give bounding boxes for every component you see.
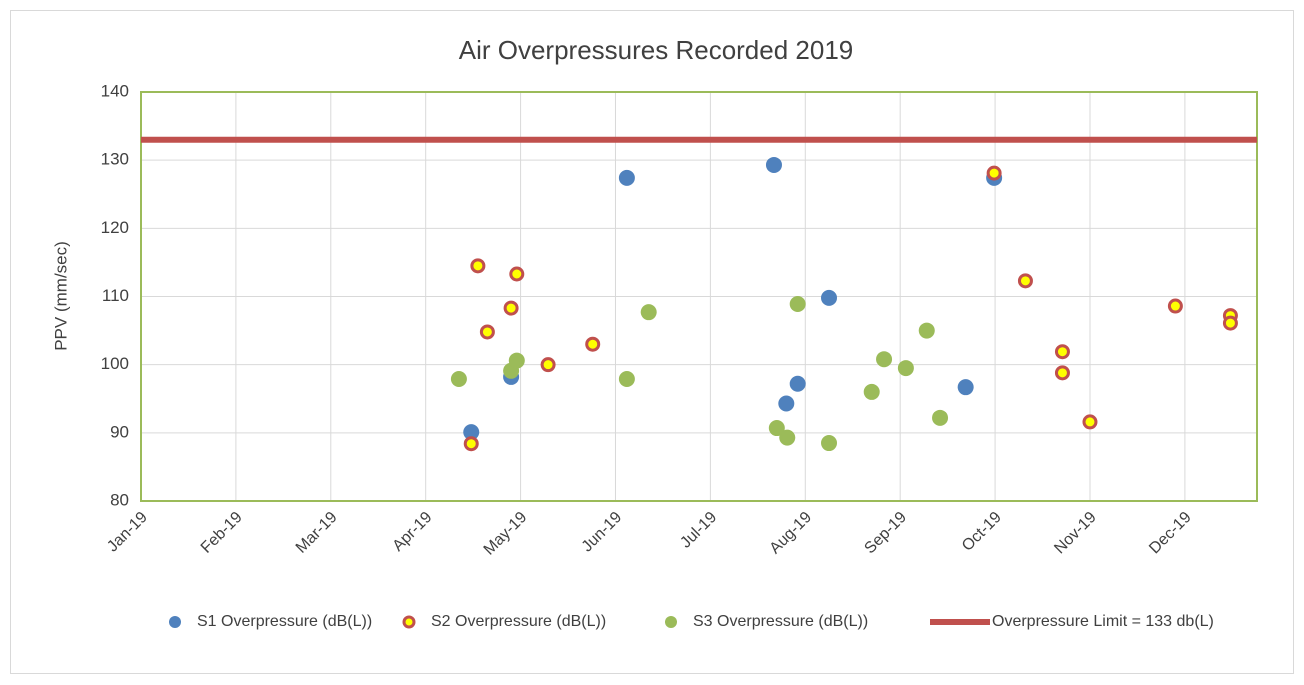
data-point <box>618 370 635 387</box>
data-point <box>1222 315 1238 331</box>
data-point <box>618 169 635 186</box>
data-point <box>463 424 480 441</box>
y-tick-label: 90 <box>110 422 129 441</box>
data-point <box>1054 344 1070 360</box>
y-tick-label: 120 <box>101 218 129 237</box>
data-point <box>1167 298 1183 314</box>
y-tick-label: 140 <box>101 81 129 100</box>
data-point <box>508 352 525 369</box>
y-tick-label: 110 <box>102 286 129 305</box>
data-point <box>779 429 796 446</box>
data-point <box>897 360 914 377</box>
legend-label: S3 Overpressure (dB(L)) <box>693 613 868 630</box>
data-point <box>957 379 974 396</box>
data-point <box>778 395 795 412</box>
legend-label: Overpressure Limit = 133 db(L) <box>992 613 1214 630</box>
data-point <box>821 435 838 452</box>
legend-label: S1 Overpressure (dB(L)) <box>197 613 372 630</box>
data-point <box>1082 414 1098 430</box>
data-point <box>821 289 838 306</box>
legend-marker <box>169 616 181 628</box>
data-point <box>540 357 556 373</box>
data-point <box>585 336 601 352</box>
plot-area-border <box>140 91 1258 502</box>
data-point <box>1054 365 1070 381</box>
chart-title: Air Overpressures Recorded 2019 <box>459 35 854 65</box>
data-point <box>640 304 657 321</box>
data-point <box>765 156 782 173</box>
y-axis-label: PPV (mm/sec) <box>51 241 70 351</box>
legend-marker <box>402 615 416 629</box>
data-point <box>986 165 1002 181</box>
data-point <box>789 295 806 312</box>
data-point <box>463 436 479 452</box>
data-point <box>932 409 949 426</box>
legend-marker <box>665 616 677 628</box>
data-point <box>450 370 467 387</box>
data-point <box>470 258 486 274</box>
data-point <box>768 420 785 437</box>
data-point <box>509 266 525 282</box>
data-point <box>789 375 806 392</box>
chart-border <box>10 10 1294 674</box>
data-point <box>863 383 880 400</box>
data-point <box>503 300 519 316</box>
y-tick-label: 80 <box>110 490 129 509</box>
data-point <box>479 324 495 340</box>
data-point <box>876 351 893 368</box>
data-point <box>1017 273 1033 289</box>
y-tick-label: 130 <box>101 150 129 169</box>
data-point <box>918 322 935 339</box>
y-tick-label: 100 <box>101 354 129 373</box>
legend-label: S2 Overpressure (dB(L)) <box>431 613 606 630</box>
